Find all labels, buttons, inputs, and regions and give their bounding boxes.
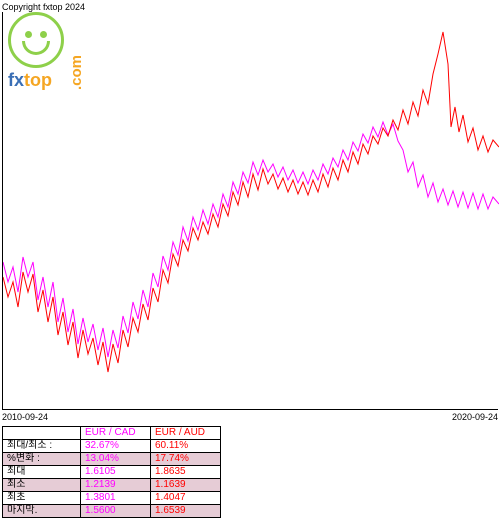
table-row: 마지막. 1.5600 1.6539 (3, 505, 221, 518)
chart-area (2, 12, 498, 410)
table-row: 최초 1.3801 1.4047 (3, 492, 221, 505)
table-row: 최대 1.6105 1.8635 (3, 466, 221, 479)
table-row: 최소 1.2139 1.1639 (3, 479, 221, 492)
stats-table: EUR / CAD EUR / AUD 최대/최소 : 32.67% 60.11… (2, 426, 221, 518)
line-chart (3, 12, 499, 410)
table-header-row: EUR / CAD EUR / AUD (3, 427, 221, 440)
series-eur-cad (3, 122, 499, 357)
x-axis-end-label: 2020-09-24 (452, 412, 498, 422)
header-blank (3, 427, 81, 440)
table-row: 최대/최소 : 32.67% 60.11% (3, 440, 221, 453)
table-row: %변화 : 13.04% 17.74% (3, 453, 221, 466)
header-aud: EUR / AUD (151, 427, 221, 440)
x-axis-start-label: 2010-09-24 (2, 412, 48, 422)
series-eur-aud (3, 32, 499, 372)
header-cad: EUR / CAD (81, 427, 151, 440)
copyright-text: Copyright fxtop 2024 (2, 2, 85, 12)
